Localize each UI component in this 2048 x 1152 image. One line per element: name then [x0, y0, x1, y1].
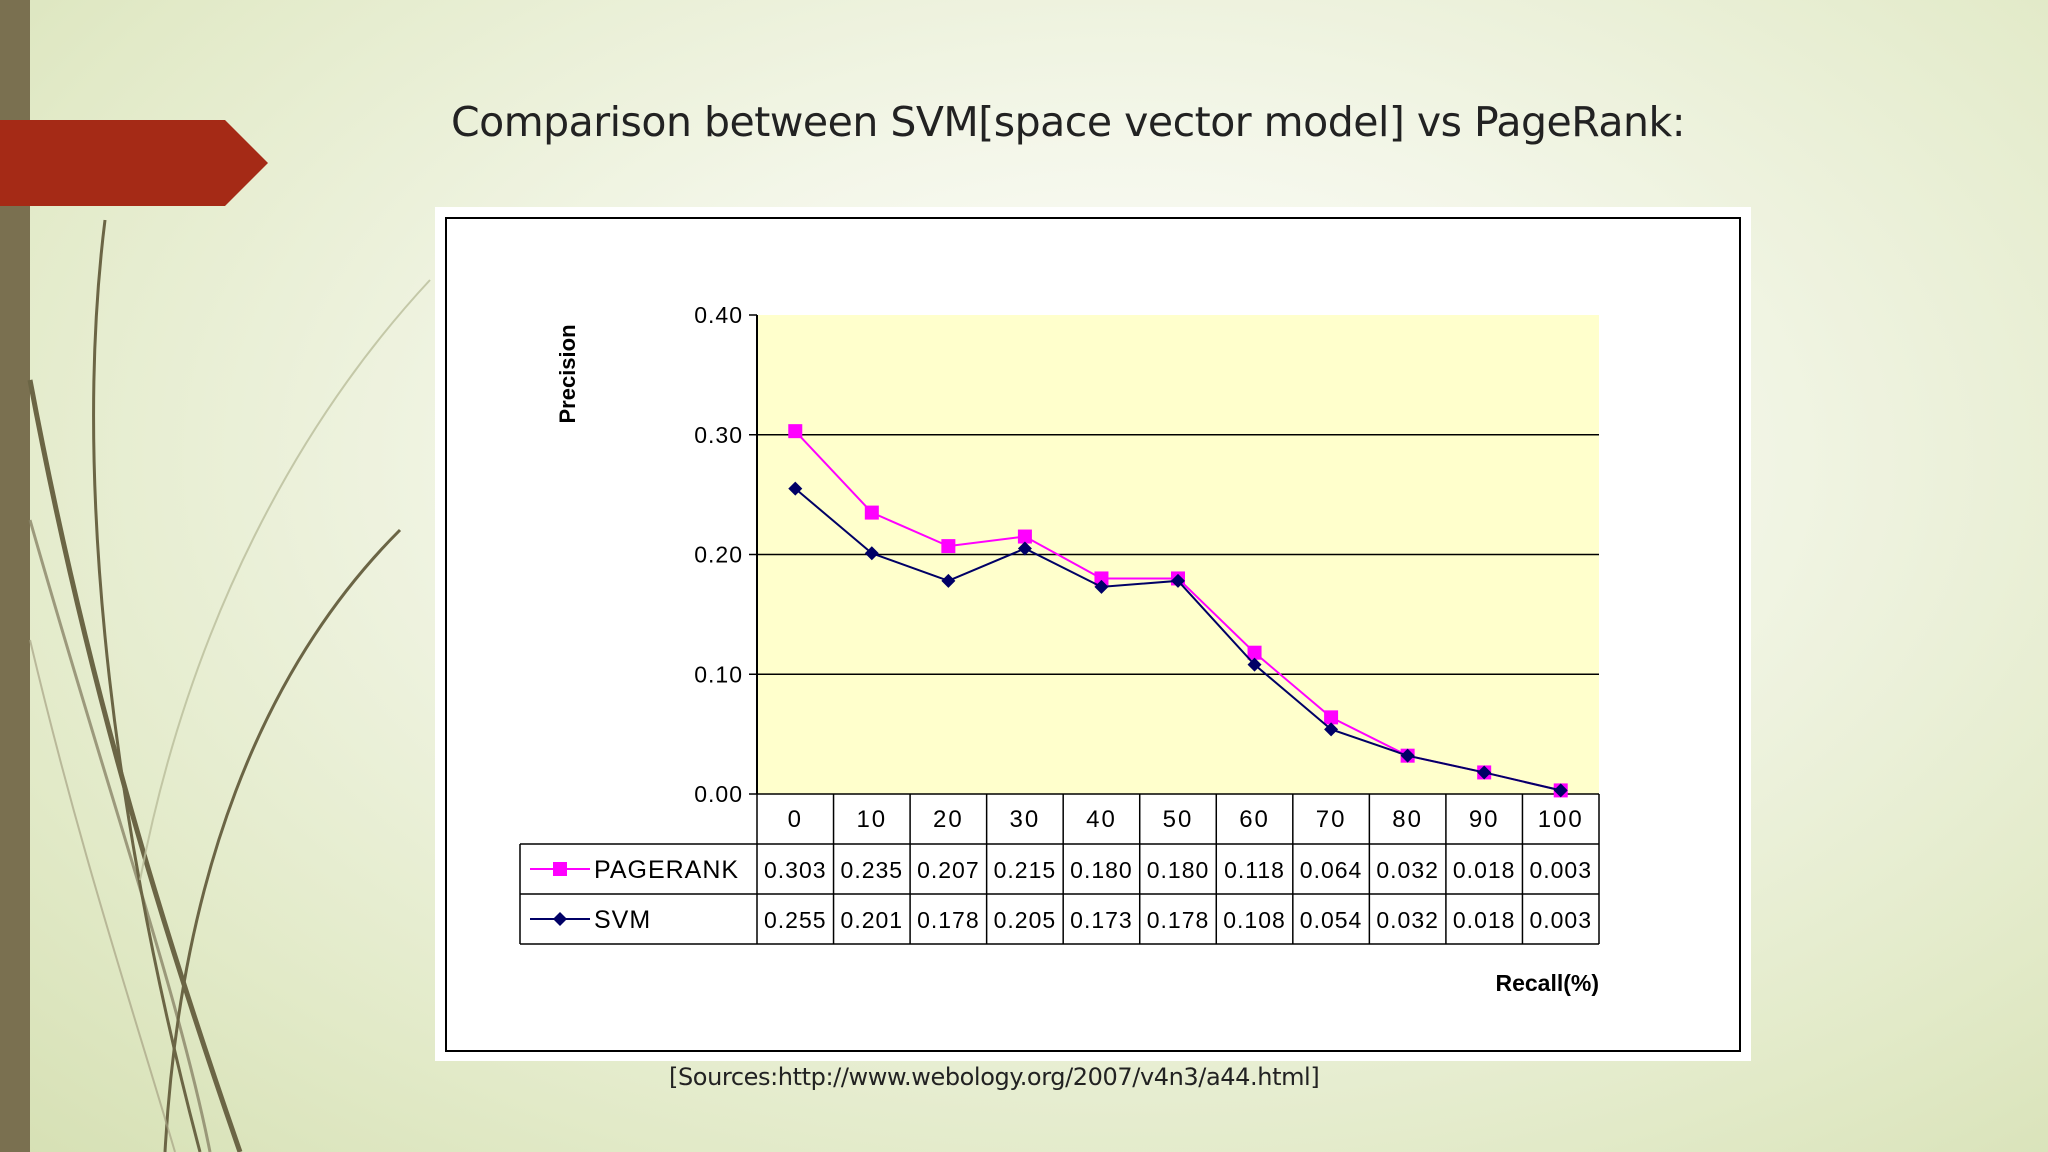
x-tick-label: 70: [1316, 806, 1347, 833]
slide-title: Comparison between SVM[space vector mode…: [451, 98, 1686, 146]
data-label-svm: 0.205: [994, 907, 1057, 933]
y-tick-label: 0.00: [694, 781, 743, 807]
x-tick-label: 10: [856, 806, 887, 833]
legend-label-svm: SVM: [594, 906, 651, 934]
data-label-pagerank: 0.235: [841, 857, 904, 883]
y-tick-label: 0.40: [694, 302, 743, 328]
x-axis-label: Recall(%): [1495, 970, 1599, 996]
data-label-pagerank: 0.018: [1453, 857, 1516, 883]
data-point-svm: [788, 481, 803, 496]
data-point-svm: [1553, 783, 1568, 798]
legend-label-pagerank: PAGERANK: [594, 856, 739, 884]
data-point-pagerank: [1017, 529, 1032, 544]
y-tick-label: 0.30: [694, 422, 743, 448]
x-tick-label: 20: [933, 806, 964, 833]
line-chart: 0.00 0.10 0.20 0.30 0.40 Precision 0 10 20 30 40…: [445, 217, 1741, 1052]
data-label-pagerank: 0.180: [1070, 857, 1133, 883]
data-point-pagerank: [788, 424, 803, 439]
data-point-pagerank: [1247, 645, 1262, 660]
y-axis-label: Precision: [555, 324, 580, 423]
x-tick-label: 40: [1086, 806, 1117, 833]
data-label-pagerank: 0.003: [1529, 857, 1592, 883]
legend-marker-pagerank: [553, 862, 567, 876]
data-point-svm: [1171, 573, 1185, 588]
data-point-svm: [1094, 579, 1109, 594]
x-tick-label: 50: [1163, 806, 1194, 833]
data-label-svm: 0.003: [1529, 907, 1592, 933]
data-label-pagerank: 0.180: [1147, 857, 1210, 883]
data-point-pagerank: [864, 505, 879, 520]
x-tick-label: 60: [1239, 806, 1270, 833]
y-tick-label: 0.10: [694, 661, 743, 687]
data-point-svm: [1477, 765, 1492, 780]
data-label-pagerank: 0.207: [917, 857, 980, 883]
legend-marker-svm: [553, 912, 567, 926]
x-tick-label: 100: [1538, 806, 1584, 833]
data-label-svm: 0.178: [917, 907, 980, 933]
x-tick-label: 80: [1392, 806, 1423, 833]
y-tick-label: 0.20: [694, 542, 743, 568]
data-label-pagerank: 0.118: [1224, 857, 1285, 883]
data-label-svm: 0.255: [764, 907, 827, 933]
data-label-svm: 0.201: [841, 907, 904, 933]
data-point-svm: [1400, 748, 1415, 763]
data-label-svm: 0.018: [1453, 907, 1516, 933]
data-point-pagerank: [1094, 571, 1109, 586]
ribbon-arrow-shape: [0, 120, 268, 206]
data-label-svm: 0.178: [1147, 907, 1210, 933]
data-label-pagerank: 0.215: [994, 857, 1057, 883]
data-point-svm: [1017, 541, 1032, 556]
source-citation: [Sources:http://www.webology.org/2007/v4…: [669, 1063, 1320, 1091]
x-tick-label: 0: [788, 806, 803, 833]
data-point-svm: [1247, 657, 1262, 672]
data-point-pagerank: [941, 539, 956, 554]
data-point-svm: [864, 546, 879, 561]
data-point-svm: [941, 573, 956, 588]
data-label-pagerank: 0.303: [764, 857, 827, 883]
x-tick-label: 90: [1469, 806, 1500, 833]
data-label-pagerank: 0.064: [1300, 857, 1363, 883]
data-label-svm: 0.032: [1376, 907, 1439, 933]
data-label-svm: 0.108: [1223, 907, 1286, 933]
chart-panel: 0.00 0.10 0.20 0.30 0.40 Precision 0 10 20 30 40…: [435, 207, 1751, 1061]
data-label-pagerank: 0.032: [1376, 857, 1439, 883]
data-point-svm: [1324, 722, 1339, 737]
x-tick-label: 30: [1010, 806, 1041, 833]
data-label-svm: 0.054: [1300, 907, 1363, 933]
decorative-grass-lines: [27, 219, 431, 1152]
data-point-pagerank: [1324, 710, 1339, 725]
data-label-svm: 0.173: [1070, 907, 1133, 933]
